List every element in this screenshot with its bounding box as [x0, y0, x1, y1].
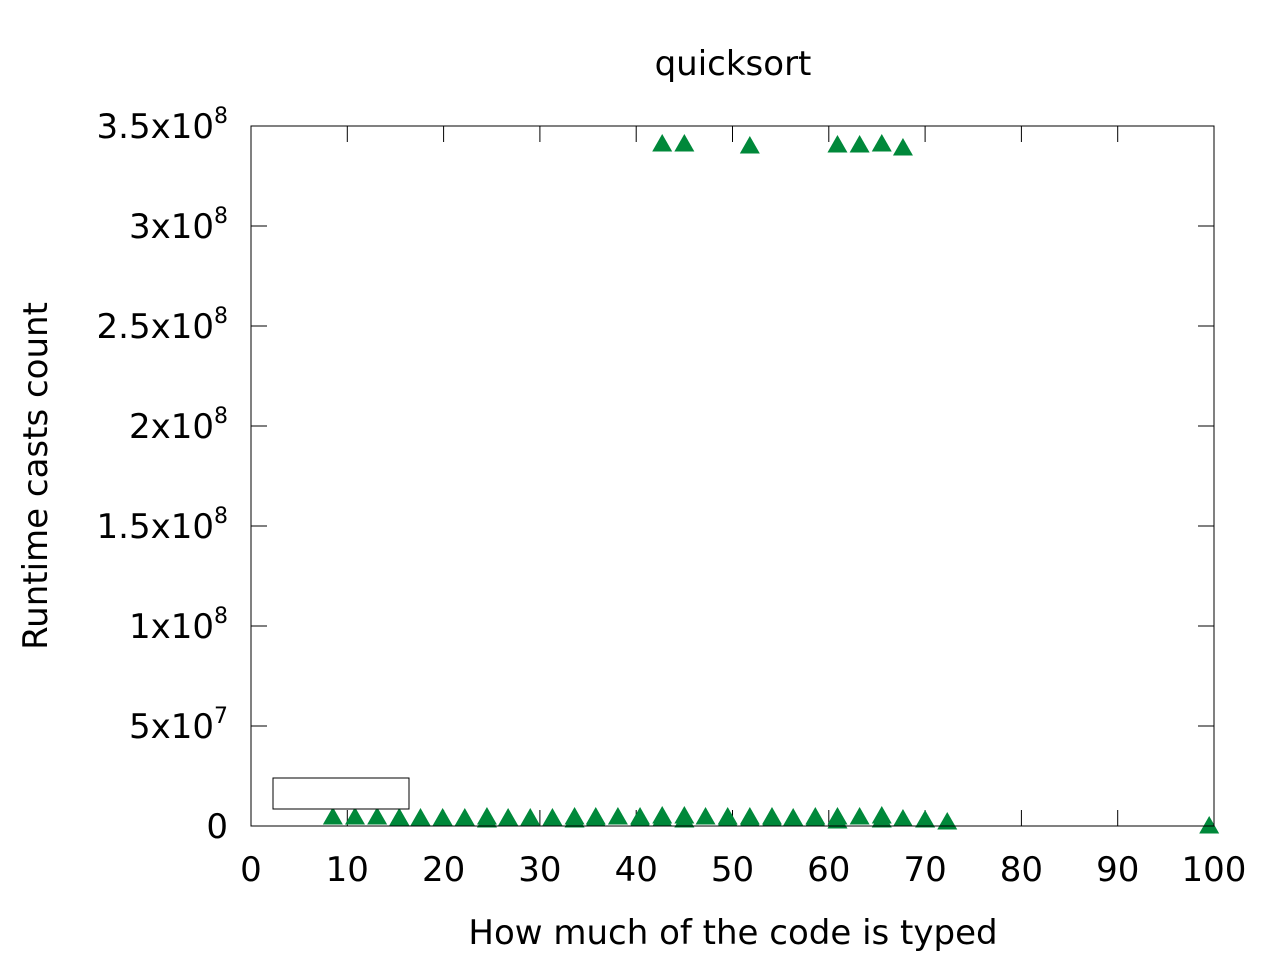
x-tick-label: 0: [240, 850, 262, 890]
data-point: [674, 810, 695, 828]
data-point: [564, 810, 585, 828]
y-tick-label-exponent: 8: [214, 304, 228, 329]
data-point: [695, 807, 716, 825]
data-point: [849, 807, 870, 825]
y-tick-label-base: 1.5x10: [97, 507, 214, 547]
x-tick-label: 70: [903, 850, 946, 890]
data-point: [761, 809, 782, 827]
y-axis-label: Runtime casts count: [16, 302, 56, 650]
data-point: [322, 807, 343, 825]
y-tick-label-exponent: 8: [214, 404, 228, 429]
y-tick-label-base: 2.5x10: [97, 307, 214, 347]
chart-title: quicksort: [655, 44, 812, 84]
axis-ticks: 0 10 20 30 40 50 60 70 80 90 10005x1071x1081.5x108…: [97, 104, 1247, 890]
data-point: [783, 808, 804, 826]
data-points: [322, 134, 1220, 834]
y-tick-label-base: 3.5x10: [97, 107, 214, 147]
y-tick-label: 1.5x108: [97, 504, 228, 547]
y-tick-label-base: 3x10: [129, 207, 214, 247]
data-point: [652, 809, 673, 827]
y-tick-label-exponent: 8: [214, 604, 228, 629]
data-point: [892, 809, 913, 827]
data-point: [871, 810, 892, 828]
y-tick-label: 2.5x108: [97, 304, 228, 347]
x-tick-label: 80: [1000, 850, 1043, 890]
data-point: [805, 809, 826, 827]
data-point: [1199, 816, 1220, 834]
data-point: [739, 136, 760, 154]
y-tick-label-exponent: 8: [214, 204, 228, 229]
data-point: [849, 135, 870, 153]
y-tick-label: 3x108: [129, 204, 228, 247]
data-point: [520, 809, 541, 827]
y-tick-label: 5x107: [129, 704, 228, 747]
data-point: [827, 811, 848, 829]
y-tick-label-base: 0: [206, 807, 228, 847]
data-point: [937, 812, 958, 830]
data-point: [454, 808, 475, 826]
y-tick-label-base: 2x10: [129, 407, 214, 447]
x-axis-label: How much of the code is typed: [468, 913, 997, 953]
data-point: [367, 807, 388, 825]
data-point: [410, 808, 431, 826]
x-tick-label: 100: [1182, 850, 1247, 890]
data-point: [827, 135, 848, 153]
y-tick-label-base: 1x10: [129, 607, 214, 647]
y-tick-label: 0: [206, 807, 228, 847]
y-tick-label-exponent: 8: [214, 104, 228, 129]
x-tick-label: 50: [711, 850, 754, 890]
data-point: [630, 809, 651, 827]
y-tick-label-base: 5x10: [129, 707, 214, 747]
data-point: [476, 810, 497, 828]
x-tick-label: 10: [326, 850, 369, 890]
data-point: [345, 807, 366, 825]
x-tick-label: 30: [518, 850, 561, 890]
y-tick-label: 3.5x108: [97, 104, 228, 147]
data-point: [739, 809, 760, 827]
x-tick-label: 60: [807, 850, 850, 890]
data-point: [432, 809, 453, 827]
x-tick-label: 20: [422, 850, 465, 890]
data-point: [585, 809, 606, 827]
y-tick-label: 1x108: [129, 604, 228, 647]
x-tick-label: 90: [1096, 850, 1139, 890]
plot-frame: [250, 125, 1215, 827]
y-tick-label-exponent: 8: [214, 504, 228, 529]
data-point: [915, 810, 936, 828]
data-point: [871, 134, 892, 152]
data-point: [542, 808, 563, 826]
data-point: [717, 809, 738, 827]
data-point: [674, 134, 695, 152]
y-tick-label-exponent: 7: [214, 704, 228, 729]
legend-box: [272, 777, 410, 810]
data-point: [498, 808, 519, 826]
data-point: [607, 807, 628, 825]
data-point: [892, 138, 913, 156]
x-tick-label: 40: [615, 850, 658, 890]
data-point: [389, 808, 410, 826]
data-point: [652, 134, 673, 152]
y-tick-label: 2x108: [129, 404, 228, 447]
